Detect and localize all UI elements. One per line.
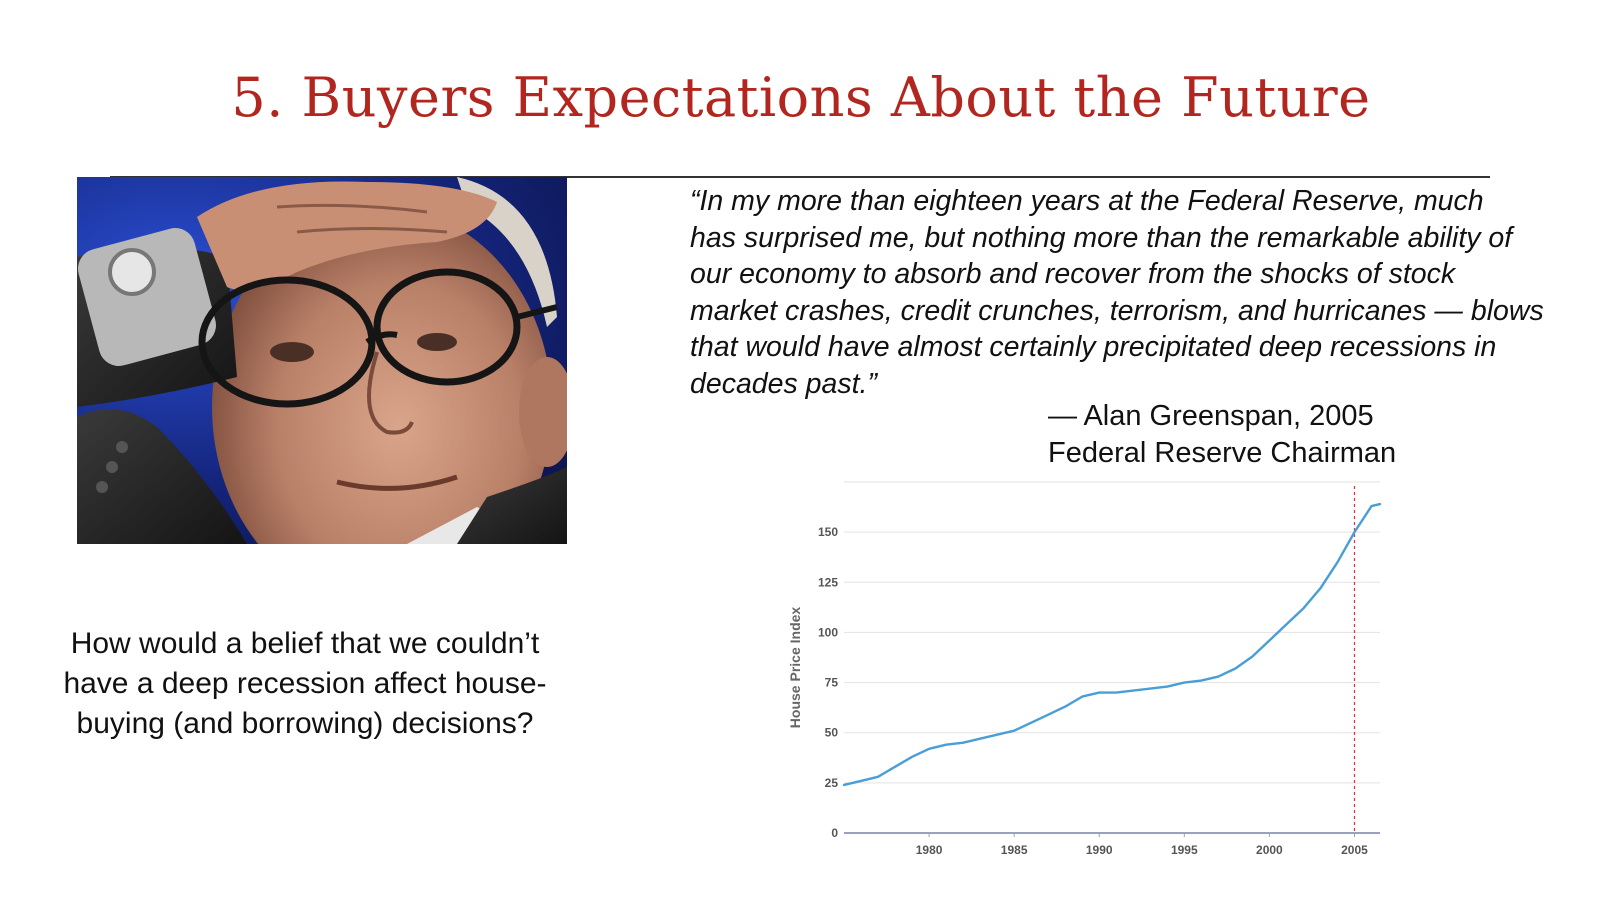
y-tick-label: 25 bbox=[825, 776, 839, 790]
y-tick-label: 0 bbox=[831, 826, 838, 840]
discussion-question: How would a belief that we couldn’t have… bbox=[20, 624, 590, 744]
x-tick-label: 1990 bbox=[1086, 843, 1113, 857]
chart-svg: 0 25 50 75 100 125 150 1980 1985 1990 1995 2000 2005… bbox=[790, 481, 1382, 857]
chart-gridlines bbox=[844, 481, 1380, 834]
chart-series bbox=[842, 502, 1382, 787]
y-tick-label: 100 bbox=[818, 625, 838, 639]
y-tick-label: 125 bbox=[818, 575, 838, 589]
greenspan-photo bbox=[77, 177, 567, 544]
quote-line: decades past.” bbox=[690, 367, 877, 400]
question-line: have a deep recession affect house- bbox=[63, 667, 547, 700]
house-price-series-line bbox=[842, 502, 1382, 787]
quote-line: market crashes, credit crunches, terrori… bbox=[690, 294, 1544, 327]
x-tick-label: 1995 bbox=[1171, 843, 1198, 857]
quote-line: “In my more than eighteen years at the F… bbox=[690, 185, 1484, 217]
house-price-chart: 0 25 50 75 100 125 150 1980 1985 1990 1995 2000 2005… bbox=[790, 480, 1430, 890]
question-line: buying (and borrowing) decisions? bbox=[76, 707, 534, 740]
portrait-illustration bbox=[77, 177, 567, 544]
x-tick-label: 1985 bbox=[1001, 843, 1028, 857]
y-tick-label: 150 bbox=[818, 525, 838, 539]
y-tick-label: 50 bbox=[825, 726, 839, 740]
attribution-name: — Alan Greenspan, 2005 bbox=[1048, 400, 1374, 432]
question-line: How would a belief that we couldn’t bbox=[70, 627, 540, 660]
greenspan-quote: “In my more than eighteen years at the F… bbox=[690, 183, 1590, 402]
chart-ticks: 0 25 50 75 100 125 150 1980 1985 1990 1995 2000 2005 bbox=[818, 525, 1368, 857]
x-tick-label: 2000 bbox=[1256, 843, 1283, 857]
quote-line: our economy to absorb and recover from t… bbox=[690, 258, 1456, 290]
x-tick-label: 2005 bbox=[1341, 843, 1368, 857]
attribution-role: Federal Reserve Chairman bbox=[1048, 437, 1397, 469]
slide-title: 5. Buyers Expectations About the Future bbox=[231, 66, 1371, 129]
quote-line: that would have almost certainly precipi… bbox=[690, 331, 1497, 363]
y-axis-title: House Price Index bbox=[790, 607, 803, 729]
y-tick-label: 75 bbox=[825, 676, 839, 690]
title-divider bbox=[110, 176, 1490, 178]
x-tick-label: 1980 bbox=[916, 843, 943, 857]
quote-line: has surprised me, but nothing more than … bbox=[690, 221, 1513, 254]
quote-attribution: — Alan Greenspan, 2005 Federal Reserve C… bbox=[1048, 398, 1396, 472]
